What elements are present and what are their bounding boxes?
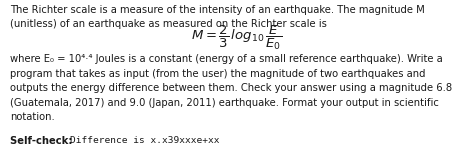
- Text: program that takes as input (from the user) the magnitude of two earthquakes and: program that takes as input (from the us…: [10, 69, 426, 79]
- Text: $M = \dfrac{2}{3}\, log_{10}\,\dfrac{E}{E_0}$: $M = \dfrac{2}{3}\, log_{10}\,\dfrac{E}{…: [191, 24, 283, 52]
- Text: (unitless) of an earthquake as measured on the Richter scale is: (unitless) of an earthquake as measured …: [10, 19, 327, 29]
- Text: outputs the energy difference between them. Check your answer using a magnitude : outputs the energy difference between th…: [10, 83, 452, 93]
- Text: (Guatemala, 2017) and 9.0 (Japan, 2011) earthquake. Format your output in scient: (Guatemala, 2017) and 9.0 (Japan, 2011) …: [10, 98, 439, 108]
- Text: Difference is x.x39xxxe+xx: Difference is x.x39xxxe+xx: [70, 136, 219, 145]
- Text: notation.: notation.: [10, 112, 55, 122]
- Text: where E₀ = 10⁴·⁴ Joules is a constant (energy of a small reference earthquake). : where E₀ = 10⁴·⁴ Joules is a constant (e…: [10, 54, 443, 64]
- Text: Self-check:: Self-check:: [10, 136, 76, 146]
- Text: The Richter scale is a measure of the intensity of an earthquake. The magnitude : The Richter scale is a measure of the in…: [10, 5, 425, 15]
